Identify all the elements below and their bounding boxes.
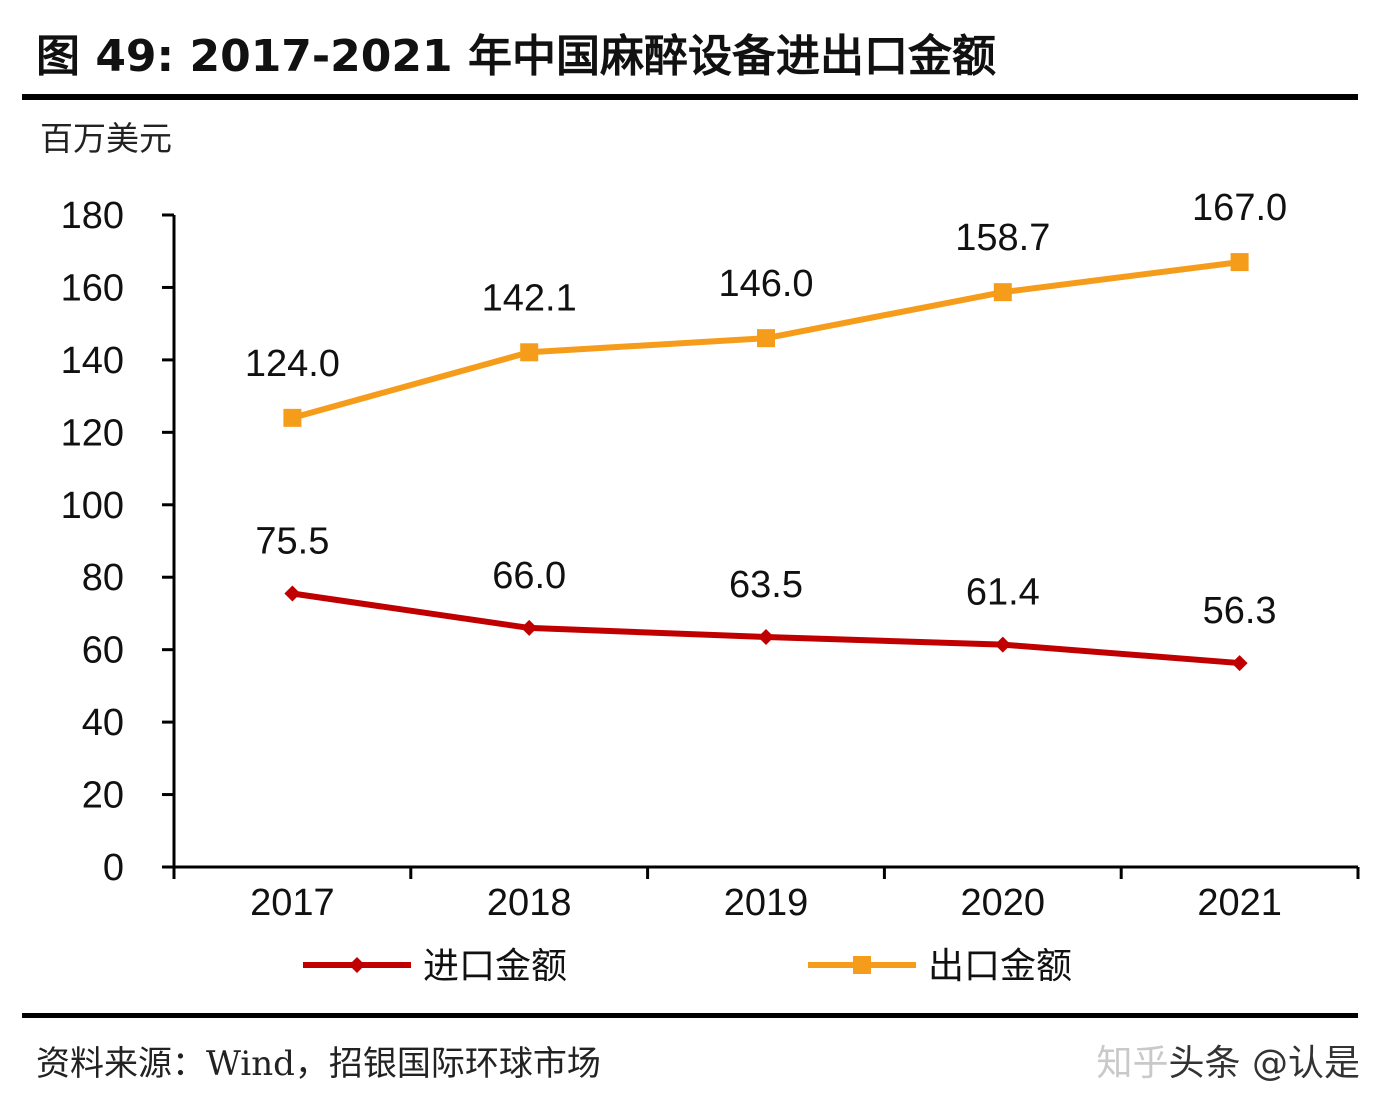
legend-label: 进口金额 <box>423 946 567 987</box>
top-rule <box>22 94 1358 100</box>
watermark-part1: 知乎 <box>1096 1043 1169 1084</box>
x-tick-label: 2017 <box>250 882 335 924</box>
axes <box>162 213 1360 879</box>
y-tick-label: 40 <box>82 702 124 744</box>
watermark-part2: 头条 @认是 <box>1168 1043 1360 1084</box>
data-point <box>284 585 301 602</box>
y-tick-labels: 0 20 40 60 80 100 120 140 160 180 <box>61 195 124 889</box>
data-label: 66.0 <box>492 555 566 597</box>
y-tick-label: 140 <box>61 340 124 382</box>
y-tick-label: 120 <box>61 412 124 454</box>
data-point <box>520 343 539 362</box>
data-label: 146.0 <box>718 263 813 305</box>
data-point <box>1230 253 1249 272</box>
data-label: 63.5 <box>729 564 803 606</box>
x-tick-label: 2020 <box>961 882 1046 924</box>
x-tick-label: 2021 <box>1197 882 1282 924</box>
data-label: 56.3 <box>1203 590 1277 632</box>
legend-marker <box>349 957 365 973</box>
legend-label: 出口金额 <box>928 946 1072 987</box>
watermark: 知乎头条 @认是 <box>1097 1034 1360 1086</box>
data-point <box>1231 655 1248 672</box>
y-axis-unit-label: 百万美元 <box>40 119 172 158</box>
x-tick-label: 2019 <box>724 882 809 924</box>
data-point <box>283 408 302 427</box>
bottom-rule <box>22 1013 1358 1018</box>
series-layer <box>283 253 1249 672</box>
legend: 进口金额 出口金额 <box>303 946 1072 987</box>
x-tick-labels: 2017 2018 2019 2020 2021 <box>250 882 1282 924</box>
y-tick-label: 160 <box>61 267 124 309</box>
y-tick-label: 180 <box>61 195 124 237</box>
y-tick-label: 60 <box>82 630 124 672</box>
data-point <box>993 283 1012 302</box>
data-label: 75.5 <box>255 521 329 563</box>
y-tick-label: 100 <box>61 485 124 527</box>
data-point <box>758 628 774 645</box>
y-tick-label: 80 <box>82 557 124 599</box>
data-label: 61.4 <box>966 572 1040 614</box>
source-note: 资料来源：Wind，招银国际环球市场 <box>36 1044 601 1084</box>
x-tick-label: 2018 <box>487 882 572 924</box>
data-point <box>994 636 1011 653</box>
y-tick-label: 0 <box>103 847 124 889</box>
data-label: 142.1 <box>482 277 577 319</box>
data-labels: 75.5 66.0 63.5 61.4 56.3 124.0 142.1 146.0 158.7… <box>245 187 1287 632</box>
legend-marker <box>853 956 871 974</box>
data-label: 158.7 <box>955 217 1050 259</box>
data-label: 124.0 <box>245 343 340 385</box>
data-point <box>757 329 775 348</box>
data-label: 167.0 <box>1192 187 1287 229</box>
y-tick-label: 20 <box>82 775 124 817</box>
chart-title: 图 49: 2017-2021 年中国麻醉设备进出口金额 <box>36 31 996 82</box>
data-point <box>521 619 538 636</box>
